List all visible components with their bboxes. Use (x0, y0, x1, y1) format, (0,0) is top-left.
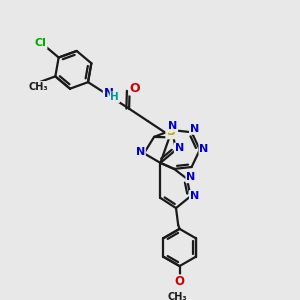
Text: Cl: Cl (35, 38, 47, 48)
Text: N: N (136, 148, 145, 158)
Text: CH₃: CH₃ (28, 82, 48, 92)
Text: N: N (175, 143, 184, 153)
Text: O: O (129, 82, 140, 95)
Text: CH₃: CH₃ (168, 292, 188, 300)
Text: N: N (168, 122, 177, 131)
Text: H: H (110, 92, 119, 102)
Text: N: N (190, 191, 199, 201)
Text: N: N (199, 144, 208, 154)
Text: N: N (190, 124, 199, 134)
Text: S: S (166, 125, 175, 139)
Text: N: N (103, 87, 114, 101)
Text: N: N (186, 172, 195, 182)
Text: O: O (174, 275, 184, 288)
